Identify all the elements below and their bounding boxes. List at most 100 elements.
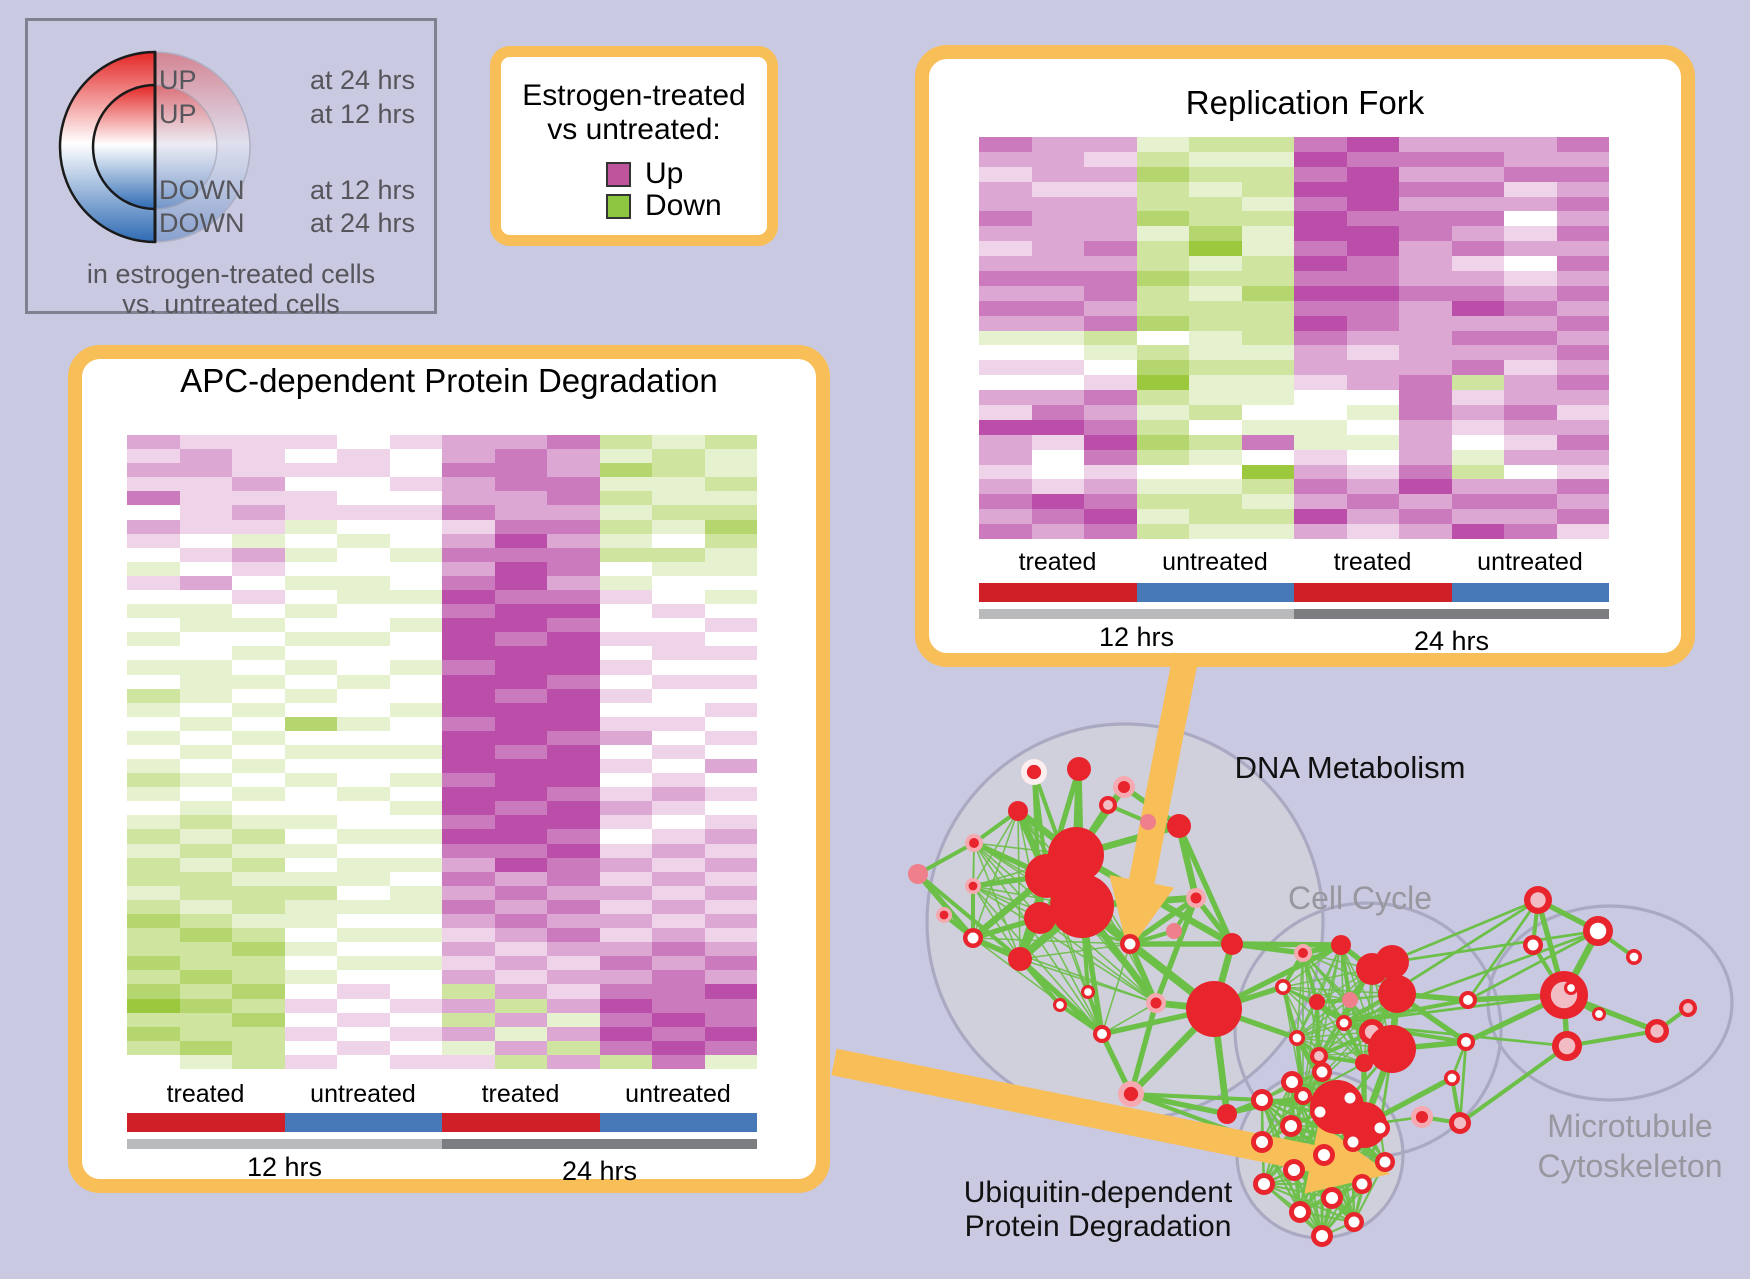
heatmap-cell (179, 702, 232, 717)
heatmap-cell (652, 604, 705, 619)
network-node (965, 878, 981, 894)
apc-treated-bar-1 (127, 1113, 285, 1132)
network-edge (1296, 952, 1304, 1039)
heatmap-cell (337, 871, 390, 886)
heatmap-cell (232, 843, 285, 858)
heatmap-cell (127, 773, 180, 788)
heatmap-cell (337, 801, 390, 816)
heatmap-cell (1294, 375, 1347, 391)
network-edge (1318, 1055, 1365, 1064)
network-edge (1536, 897, 1600, 934)
heatmap-cell (652, 871, 705, 886)
network-edge (1331, 1197, 1355, 1223)
network-node (1523, 935, 1543, 955)
network-edge (1323, 1140, 1354, 1157)
heatmap-cell (1189, 494, 1242, 510)
heatmap-cell (337, 914, 390, 929)
network-edge (1018, 957, 1104, 1036)
network-edge (1260, 1099, 1296, 1171)
heatmap-cell (337, 857, 390, 872)
heatmap-cell (1031, 434, 1084, 450)
network-edge (1343, 998, 1469, 1025)
heatmap-cell (337, 688, 390, 703)
up-color-swatch (606, 161, 631, 187)
network-edge (1122, 784, 1181, 829)
heatmap-cell (1136, 494, 1189, 510)
heatmap-cell (337, 646, 390, 661)
network-edge (1363, 993, 1398, 1064)
heatmap-cell (547, 759, 600, 774)
network-node-core (1084, 988, 1092, 996)
heatmap-cell (1556, 479, 1609, 495)
heatmap-cell (1504, 390, 1557, 405)
network-edge (1019, 943, 1131, 960)
heatmap-cell (599, 575, 652, 590)
heatmap-cell (1136, 166, 1189, 182)
heatmap-cell (127, 871, 180, 886)
network-node (1449, 1112, 1471, 1134)
heatmap-cell (337, 984, 390, 999)
heatmap-cell (1084, 479, 1137, 495)
network-edge (1466, 899, 1540, 1001)
network-edge (1260, 1099, 1302, 1213)
network-node (1540, 971, 1588, 1019)
network-edge (1320, 1071, 1339, 1108)
cluster-microtubule (1486, 904, 1734, 1102)
network-edge (1153, 897, 1199, 1004)
network-edge (1261, 1099, 1333, 1199)
heatmap-cell (1504, 271, 1557, 286)
network-edge (1343, 929, 1599, 1025)
heatmap-cell (284, 575, 337, 590)
heatmap-cell (547, 604, 600, 619)
cell-cycle-label: Cell Cycle (1287, 880, 1433, 916)
network-edge (1281, 951, 1305, 989)
network-edge (1031, 771, 1050, 877)
heatmap-cell (494, 632, 547, 647)
heatmap-cell (1084, 345, 1137, 361)
heatmap-cell (127, 618, 180, 633)
network-node-core (1558, 1037, 1576, 1055)
heatmap-cell (1399, 479, 1452, 495)
heatmap-cell (337, 449, 390, 464)
heatmap-cell (1346, 271, 1399, 286)
heatmap-cell (1031, 226, 1084, 242)
heatmap-cell (337, 547, 390, 562)
heatmap-cell (1084, 449, 1137, 465)
network-edge (1314, 1001, 1322, 1057)
network-edge (1331, 1127, 1381, 1199)
heatmap-cell (442, 730, 495, 745)
heatmap-cell (1189, 166, 1242, 182)
network-edge (1291, 1081, 1354, 1143)
heatmap-cell (1084, 434, 1137, 450)
network-edge (1320, 1071, 1334, 1199)
heatmap-cell (494, 702, 547, 717)
heatmap-cell (127, 801, 180, 816)
heatmap-cell (704, 801, 757, 816)
heatmap-cell (599, 632, 652, 647)
heatmap-cell (232, 575, 285, 590)
network-node (1583, 916, 1613, 946)
apc-12hr-bar (127, 1139, 442, 1149)
heatmap-cell (979, 405, 1032, 420)
network-node (1352, 1174, 1372, 1194)
heatmap-cell (704, 561, 757, 576)
heatmap-cell (1556, 405, 1609, 420)
network-edge (1316, 944, 1342, 1003)
heatmap-cell (1399, 196, 1452, 212)
heatmap-cell (652, 519, 705, 534)
heatmap-cell (1346, 390, 1399, 405)
heatmap-cell (704, 759, 757, 774)
heatmap-cell (127, 1040, 180, 1055)
heatmap-cell (979, 494, 1032, 510)
network-edge (1319, 1111, 1363, 1185)
apc-untreated-bar-1 (285, 1113, 442, 1132)
heatmap-cell (652, 618, 705, 633)
heatmap-cell (284, 449, 337, 464)
heatmap-cell (1556, 211, 1609, 227)
heatmap-cell (284, 463, 337, 478)
heatmap-cell (599, 885, 652, 900)
heatmap-cell (232, 815, 285, 830)
heatmap-cell (494, 463, 547, 478)
heatmap-cell (179, 533, 232, 548)
heatmap-cell (1136, 419, 1189, 435)
